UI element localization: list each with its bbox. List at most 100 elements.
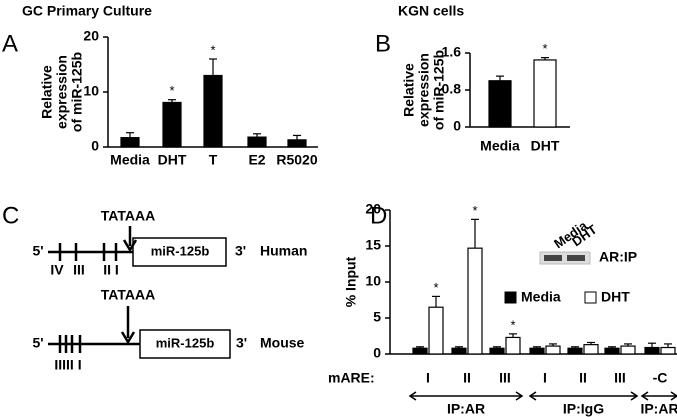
x-tick-label: DHT	[531, 138, 560, 154]
species: Mouse	[260, 335, 305, 351]
site-ticks	[58, 243, 118, 261]
gene-label: miR-125b	[156, 335, 215, 350]
three-prime: 3'	[236, 335, 247, 351]
group-label: IP:AR	[640, 401, 677, 417]
y-tick-label: 5	[373, 309, 381, 325]
site-label: II I	[103, 262, 119, 278]
bar	[533, 59, 557, 128]
bar	[529, 347, 545, 355]
gene-label: miR-125b	[151, 243, 210, 258]
site-label: IIIII I	[54, 357, 81, 373]
bar	[247, 136, 267, 148]
panel-letter: B	[375, 30, 391, 57]
significance: *	[510, 317, 515, 332]
three-prime: 3'	[235, 243, 246, 259]
bar	[120, 137, 140, 148]
y-tick-label: 0	[453, 118, 461, 134]
significance: *	[542, 41, 547, 56]
legend-label: Media	[521, 289, 561, 305]
bar	[567, 347, 583, 355]
x-tick-label: Media	[480, 138, 520, 154]
diagram: C miR-125b 5' 3' Human TATAAA IV III II …	[2, 202, 307, 372]
significance: *	[169, 83, 174, 98]
group-label: IP:AR	[447, 401, 485, 417]
x-tick-label: -C	[653, 370, 668, 386]
x-tick-label: E2	[248, 152, 265, 168]
blot-band	[544, 255, 562, 261]
x-tick-label: I	[543, 370, 547, 386]
site-ticks	[58, 335, 82, 353]
y-tick-label: 10	[365, 273, 381, 289]
significance: *	[210, 42, 215, 57]
legend-swatch	[504, 291, 517, 304]
bar	[604, 347, 620, 355]
legend-label: DHT	[601, 289, 630, 305]
site-label: III	[73, 262, 85, 278]
x-tick-label: R5020	[276, 152, 317, 168]
x-tick-label: Media	[110, 152, 150, 168]
significance: *	[433, 280, 438, 295]
x-tick-label: II	[463, 370, 471, 386]
bar	[451, 347, 467, 355]
bar	[467, 247, 483, 355]
y-axis-label: Relative	[39, 65, 55, 119]
bar	[412, 347, 428, 355]
bar	[545, 345, 561, 355]
group-arrow-head	[528, 391, 639, 401]
y-axis-label: Relative	[401, 63, 417, 117]
five-prime: 5'	[32, 243, 43, 259]
y-axis-label: of miR-125b	[431, 50, 447, 130]
y-tick-label: 0	[373, 345, 381, 361]
panel-letter: C	[2, 202, 19, 229]
y-tick-label: 1.6	[442, 44, 462, 60]
x-tick-label: I	[426, 370, 430, 386]
y-axis-label: % Input	[343, 256, 359, 307]
arrow-head	[122, 239, 138, 253]
arrow-head	[120, 331, 136, 345]
x-axis-label: mARE:	[328, 370, 375, 386]
y-tick-label: 15	[365, 237, 381, 253]
bar	[660, 346, 676, 355]
y-tick-label: 10	[83, 83, 99, 99]
group-arrow-head	[640, 391, 677, 401]
y-axis-label: expression	[416, 53, 432, 127]
x-tick-label: DHT	[158, 152, 187, 168]
gene-box	[132, 237, 227, 267]
bar	[162, 101, 182, 148]
y-tick-label: 0	[91, 138, 99, 154]
legend-swatch	[584, 291, 597, 304]
bar	[428, 306, 444, 355]
bar	[620, 345, 636, 355]
y-tick-label: 0.8	[442, 81, 462, 97]
promoter: TATAAA	[101, 208, 155, 224]
species: Human	[260, 243, 307, 259]
chart-title: KGN cells	[398, 3, 464, 19]
y-axis-label: of miR-125b	[69, 52, 85, 132]
chart-title: GC Primary Culture	[22, 3, 152, 19]
significance: *	[472, 203, 477, 218]
y-tick-label: 20	[83, 28, 99, 44]
bar	[583, 344, 599, 355]
panel-letter: D	[370, 202, 387, 229]
five-prime: 5'	[32, 335, 43, 351]
x-tick-label: III	[614, 370, 626, 386]
bar	[644, 346, 660, 355]
blot-band	[567, 255, 585, 261]
bar	[287, 139, 307, 148]
bar	[505, 336, 521, 355]
x-tick-label: T	[209, 152, 218, 168]
bar	[203, 74, 223, 148]
y-axis-label: expression	[54, 55, 70, 129]
gene-box	[139, 329, 231, 359]
blot-label: AR:IP	[599, 249, 637, 265]
panel-letter: A	[2, 30, 18, 57]
x-tick-label: II	[579, 370, 587, 386]
bar	[489, 347, 505, 355]
promoter: TATAAA	[101, 287, 155, 303]
bar	[488, 80, 512, 128]
group-label: IP:IgG	[563, 401, 604, 417]
site-label: IV	[50, 262, 64, 278]
group-arrow-head	[408, 391, 524, 401]
x-tick-label: III	[499, 370, 511, 386]
